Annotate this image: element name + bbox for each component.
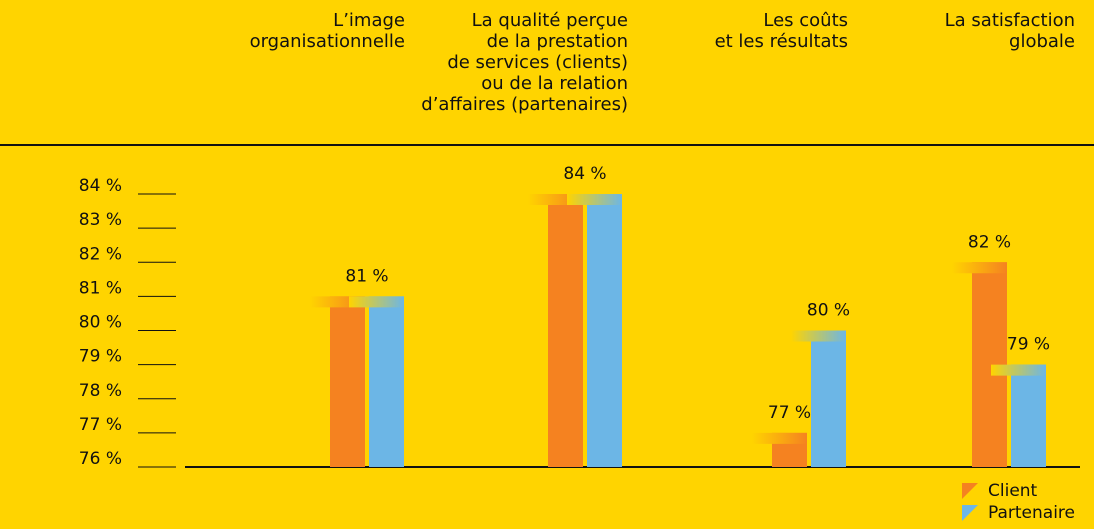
bar [369,296,404,467]
bar-cap [528,194,583,205]
data-label: 79 % [1007,335,1050,355]
y-tick-label: 76 % [79,449,122,469]
y-tick-label: 77 % [79,415,122,435]
bar [587,194,622,467]
bar-cap [991,364,1046,376]
bar [1011,364,1046,467]
legend-label: Client [988,481,1038,501]
data-label: 81 % [345,266,388,286]
y-tick-label: 80 % [79,313,122,333]
legend-label: Partenaire [988,503,1075,523]
bar [548,194,583,467]
y-tick-label: 84 % [79,176,122,196]
bar-cap [310,296,365,308]
data-label: 82 % [968,232,1011,252]
bar [330,296,365,467]
category-label: La qualité perçue de la prestation de se… [421,10,628,115]
bar-cap [752,432,807,444]
bar-cap [791,330,846,342]
bar-cap [349,296,404,308]
category-label: La satisfaction globale [944,10,1075,52]
data-label: 77 % [768,403,811,423]
data-label: 84 % [563,164,606,184]
bar-cap [952,262,1007,274]
legend-swatch [962,505,978,521]
category-label: Les coûts et les résultats [714,10,848,52]
y-tick-label: 78 % [79,381,122,401]
y-tick-label: 79 % [79,347,122,367]
category-label: L’image organisationnelle [249,10,405,52]
data-label: 80 % [807,301,850,321]
bar [811,330,846,467]
legend-swatch [962,483,978,499]
y-tick-label: 81 % [79,278,122,298]
bar-cap [567,194,622,205]
y-tick-label: 82 % [79,244,122,264]
y-tick-label: 83 % [79,210,122,230]
